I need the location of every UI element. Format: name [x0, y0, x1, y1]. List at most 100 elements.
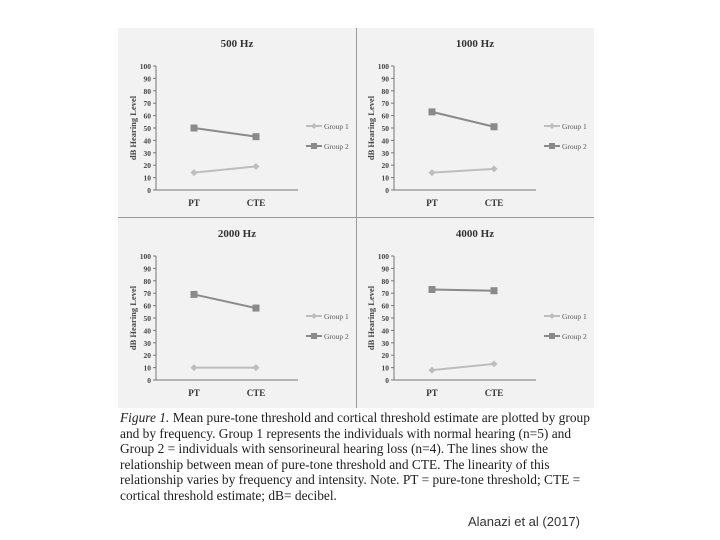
y-tick-label: 100 [140, 62, 152, 71]
data-point [490, 165, 498, 173]
legend-label: Group 2 [324, 332, 349, 341]
chart-title: 2000 Hz [217, 228, 257, 240]
legend-label: Group 2 [562, 332, 587, 341]
y-tick-label: 40 [382, 326, 390, 335]
y-tick-label: 70 [144, 99, 152, 108]
legend-marker [549, 313, 555, 319]
legend-label: Group 2 [324, 142, 349, 151]
series-line-2 [431, 110, 495, 128]
series-line-2 [193, 127, 257, 138]
legend-marker [311, 313, 317, 319]
x-tick-label: PT [426, 198, 438, 208]
data-point [190, 124, 198, 132]
legend-marker [549, 143, 555, 149]
y-tick-label: 70 [382, 289, 390, 298]
y-tick-label: 70 [382, 99, 390, 108]
y-tick-label: 50 [382, 314, 390, 323]
y-tick-label: 90 [144, 74, 152, 83]
y-tick-label: 50 [144, 314, 152, 323]
data-point [428, 366, 436, 374]
y-tick-label: 30 [382, 149, 390, 158]
data-point [490, 287, 498, 295]
caption-label: Figure 1. [120, 410, 170, 425]
x-tick-label: PT [426, 388, 438, 398]
y-tick-label: 40 [382, 136, 390, 145]
data-point [190, 364, 198, 372]
data-point [428, 285, 436, 293]
y-axis-label: dB Hearing Level [366, 285, 376, 350]
data-point [252, 304, 260, 312]
legend-marker [549, 123, 555, 129]
legend-marker [311, 143, 317, 149]
y-tick-label: 20 [144, 161, 152, 170]
legend-marker [311, 123, 317, 129]
chart-title: 1000 Hz [455, 38, 495, 50]
x-tick-label: PT [188, 198, 200, 208]
data-point [428, 108, 436, 116]
legend-label: Group 2 [562, 142, 587, 151]
x-tick-label: CTE [247, 198, 266, 208]
y-tick-label: 30 [382, 339, 390, 348]
y-tick-label: 30 [144, 149, 152, 158]
y-tick-label: 80 [382, 87, 390, 96]
legend-label: Group 1 [324, 312, 349, 321]
y-tick-label: 90 [382, 264, 390, 273]
x-tick-label: CTE [485, 388, 504, 398]
data-point [490, 123, 498, 131]
series-line-1 [193, 165, 257, 174]
x-tick-label: PT [188, 388, 200, 398]
chart-plot: 0 10 20 30 40 50 60 70 80 90 100 dB Hearing Level PT… [128, 252, 349, 398]
y-tick-label: 60 [144, 302, 152, 311]
y-tick-label: 40 [144, 136, 152, 145]
y-tick-label: 10 [382, 364, 390, 373]
y-tick-label: 0 [147, 186, 151, 195]
figure-caption: Figure 1. Mean pure-tone threshold and c… [120, 410, 594, 504]
y-tick-label: 30 [144, 339, 152, 348]
legend-label: Group 1 [562, 312, 587, 321]
y-tick-label: 80 [144, 87, 152, 96]
legend-label: Group 1 [324, 122, 349, 131]
y-tick-label: 100 [378, 62, 390, 71]
data-point [252, 162, 260, 170]
chart-title: 500 Hz [220, 38, 254, 50]
data-point [252, 133, 260, 141]
series-line-1 [431, 167, 495, 174]
data-point [190, 290, 198, 298]
y-axis-label: dB Hearing Level [366, 95, 376, 160]
series-line-2 [431, 288, 495, 292]
data-point [490, 360, 498, 368]
y-tick-label: 0 [385, 376, 389, 385]
y-tick-label: 0 [147, 376, 151, 385]
data-point [252, 364, 260, 372]
x-tick-label: CTE [485, 198, 504, 208]
legend-marker [311, 333, 317, 339]
y-tick-label: 90 [382, 74, 390, 83]
chart-panel-4000hz: 4000 Hz 0 10 20 30 40 50 60 70 80 90 100 dB Hearing … [356, 218, 594, 408]
chart-plot: 0 10 20 30 40 50 60 70 80 90 100 dB Hearing Level PT… [366, 252, 587, 398]
y-tick-label: 90 [144, 264, 152, 273]
chart-panel-500hz: 500 Hz 0 10 20 30 40 50 60 70 80 90 100 dB Hearing L… [118, 28, 356, 218]
chart-panel-1000hz: 1000 Hz 0 10 20 30 40 50 60 70 80 90 100 dB Hearing … [356, 28, 594, 218]
chart-panel-2000hz: 2000 Hz 0 10 20 30 40 50 60 70 80 90 100 dB Hearing … [118, 218, 356, 408]
figure-grid: 500 Hz 0 10 20 30 40 50 60 70 80 90 100 dB Hearing L… [118, 28, 594, 408]
y-tick-label: 50 [382, 124, 390, 133]
chart-plot: 0 10 20 30 40 50 60 70 80 90 100 dB Hearing Level PT… [128, 62, 349, 208]
chart-title: 4000 Hz [455, 228, 495, 240]
panel-divider-horizontal [118, 217, 594, 218]
legend-marker [549, 333, 555, 339]
y-tick-label: 0 [385, 186, 389, 195]
y-tick-label: 70 [144, 289, 152, 298]
caption-body: Mean pure-tone threshold and cortical th… [120, 410, 590, 503]
y-axis-label: dB Hearing Level [128, 285, 138, 350]
y-tick-label: 50 [144, 124, 152, 133]
panel-divider-vertical [356, 28, 357, 408]
y-tick-label: 10 [144, 174, 152, 183]
data-point [190, 169, 198, 177]
y-tick-label: 100 [378, 252, 390, 261]
y-tick-label: 10 [144, 364, 152, 373]
y-tick-label: 60 [382, 302, 390, 311]
legend-label: Group 1 [562, 122, 587, 131]
y-tick-label: 20 [382, 351, 390, 360]
series-line-1 [431, 362, 495, 372]
y-tick-label: 20 [144, 351, 152, 360]
